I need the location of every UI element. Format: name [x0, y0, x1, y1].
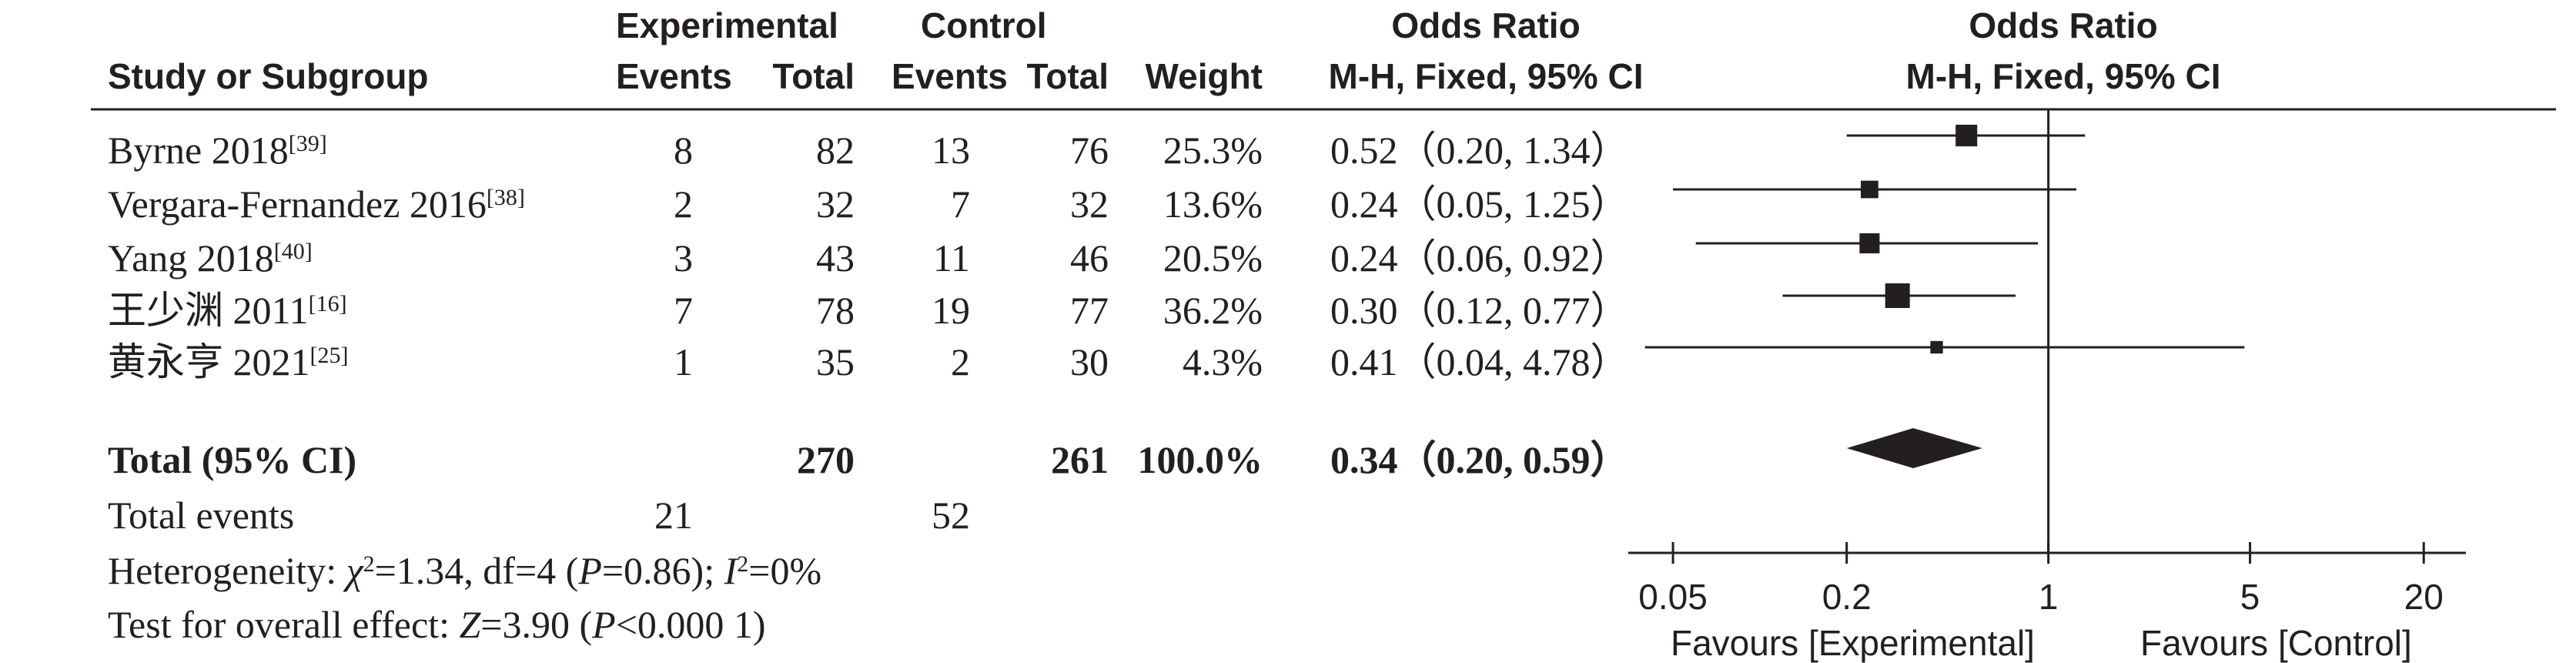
ctl-events: 13 — [932, 129, 970, 172]
total-exp-total: 270 — [797, 438, 855, 481]
weight: 13.6% — [1163, 182, 1263, 226]
exp-events: 7 — [674, 289, 693, 332]
weight-header: Weight — [1145, 56, 1263, 96]
ctl-total: 32 — [1070, 182, 1109, 226]
study-name: 王少渊 2011[16] — [108, 289, 347, 332]
study-name: 黄永亨 2021[25] — [108, 340, 349, 383]
point-estimate-square — [1955, 124, 1978, 147]
control-group-header: Control — [921, 5, 1047, 45]
study-column-header: Study or Subgroup — [108, 56, 429, 96]
favours-experimental-label: Favours [Experimental] — [1671, 623, 2035, 663]
ctl-events: 7 — [951, 182, 970, 226]
odds-ratio-title: Odds Ratio — [1391, 5, 1581, 45]
study-name: Vergara-Fernandez 2016[38] — [108, 182, 525, 226]
or-ci-text: 0.24（0.06, 0.92） — [1330, 236, 1629, 280]
study-ref: [38] — [486, 184, 525, 210]
ctl-total-header: Total — [1026, 56, 1109, 96]
study-ref: [40] — [273, 238, 313, 264]
axis-tick-label: 0.2 — [1822, 577, 1872, 617]
exp-events: 3 — [674, 236, 693, 280]
experimental-group-header: Experimental — [616, 5, 838, 45]
ctl-events: 2 — [951, 340, 970, 383]
ctl-total: 46 — [1070, 236, 1109, 280]
weight: 25.3% — [1163, 129, 1263, 172]
ctl-events: 11 — [932, 236, 970, 280]
total-events-ctl: 52 — [932, 494, 970, 537]
ctl-total: 30 — [1070, 340, 1109, 383]
exp-events: 8 — [674, 129, 693, 172]
or-ci-text: 0.41（0.04, 4.78） — [1330, 340, 1629, 383]
exp-total-header: Total — [772, 56, 855, 96]
exp-total: 78 — [816, 289, 855, 332]
ctl-total: 76 — [1070, 129, 1109, 172]
total-ctl-total: 261 — [1051, 438, 1109, 481]
study-ref: [16] — [308, 290, 347, 316]
total-or-ci-text: 0.34（0.20, 0.59） — [1330, 438, 1629, 481]
or-ci-text: 0.52（0.20, 1.34） — [1330, 129, 1629, 172]
axis-tick-label: 0.05 — [1638, 577, 1708, 617]
weight: 20.5% — [1163, 236, 1263, 280]
or-ci-text: 0.30（0.12, 0.77） — [1330, 289, 1629, 332]
exp-events: 2 — [674, 182, 693, 226]
favours-control-label: Favours [Control] — [2140, 623, 2412, 663]
axis-tick-label: 5 — [2240, 577, 2260, 617]
plot-title: Odds Ratio — [1969, 5, 2158, 45]
axis-tick-label: 1 — [2038, 577, 2059, 617]
point-estimate-square — [1859, 233, 1880, 254]
axis-tick-label: 20 — [2404, 577, 2444, 617]
exp-events-header: Events — [616, 56, 732, 96]
exp-events: 1 — [674, 340, 693, 383]
weight: 4.3% — [1182, 340, 1263, 383]
point-estimate-square — [1885, 283, 1910, 308]
ctl-total: 77 — [1070, 289, 1109, 332]
exp-total: 82 — [816, 129, 855, 172]
total-weight: 100.0% — [1137, 438, 1263, 481]
heterogeneity-text: Heterogeneity: χ2=1.34, df=4 (P=0.86); I… — [108, 549, 822, 592]
study-ref: [25] — [309, 342, 349, 368]
study-name: Yang 2018[40] — [108, 236, 313, 280]
exp-total: 35 — [816, 340, 855, 383]
odds-ratio-method: M-H, Fixed, 95% CI — [1328, 56, 1644, 96]
point-estimate-square — [1930, 340, 1943, 354]
exp-total: 32 — [816, 182, 855, 226]
plot-method: M-H, Fixed, 95% CI — [1905, 56, 2221, 96]
exp-total: 43 — [816, 236, 855, 280]
total-label: Total (95% CI) — [108, 438, 357, 481]
total-events-exp: 21 — [654, 494, 693, 537]
or-ci-text: 0.24（0.05, 1.25） — [1330, 182, 1629, 226]
ctl-events: 19 — [932, 289, 970, 332]
study-ref: [39] — [288, 130, 327, 156]
point-estimate-square — [1861, 180, 1878, 199]
overall-effect-text: Test for overall effect: Z=3.90 (P<0.000… — [108, 603, 766, 646]
weight: 36.2% — [1163, 289, 1263, 332]
total-events-label: Total events — [108, 494, 295, 537]
study-name: Byrne 2018[39] — [108, 129, 327, 172]
pooled-diamond — [1846, 428, 1982, 468]
ctl-events-header: Events — [892, 56, 1008, 96]
